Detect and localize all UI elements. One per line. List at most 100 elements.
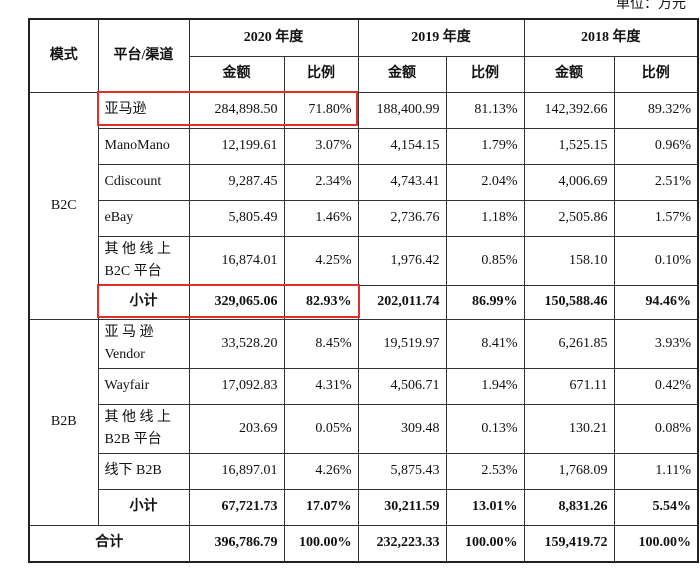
data-row: Cdiscount 9,287.45 2.34% 4,743.41 2.04% 4,006… — [29, 163, 699, 201]
mode-cell: B2C — [28, 91, 99, 320]
amount-cell: 5,805.49 — [188, 199, 285, 237]
ratio-cell: 3.93% — [613, 318, 699, 369]
amount-cell: 188,400.99 — [357, 91, 447, 129]
platform-cell: 亚马逊 — [97, 91, 190, 129]
header-cell: 金额 — [357, 55, 447, 93]
header-cell: 金额 — [188, 55, 285, 93]
platform-cell: 其 他 线 上 B2C 平台 — [97, 235, 190, 286]
highlight-box — [97, 284, 360, 318]
amount-cell: 232,223.33 — [357, 524, 447, 563]
data-row: ManoMano 12,199.61 3.07% 4,154.15 1.79% 1,525… — [29, 127, 699, 165]
ratio-cell: 82.93% — [283, 284, 359, 320]
amount-cell: 2,736.76 — [357, 199, 447, 237]
ratio-cell: 8.45% — [283, 318, 359, 369]
ratio-cell: 2.51% — [613, 163, 699, 201]
ratio-cell: 0.42% — [613, 367, 699, 405]
amount-cell: 203.69 — [188, 403, 285, 454]
header-cell: 比例 — [613, 55, 699, 93]
amount-cell: 4,006.69 — [523, 163, 615, 201]
data-row: 其 他 线 上 B2C 平台 16,874.01 4.25% 1,976.42 0.85… — [29, 235, 699, 286]
ratio-cell: 0.85% — [445, 235, 525, 286]
total-row: 合计 396,786.79 100.00% 232,223.33 100.00% 159,… — [28, 524, 699, 563]
platform-cell: 其 他 线 上 B2B 平台 — [97, 403, 190, 454]
amount-cell: 67,721.73 — [188, 488, 285, 526]
amount-cell: 33,528.20 — [188, 318, 285, 369]
ratio-cell: 1.18% — [445, 199, 525, 237]
amount-cell: 158.10 — [523, 235, 615, 286]
data-row: B2B 亚 马 逊 Vendor 33,528.20 8.45% 19,519.97 8.… — [28, 318, 699, 526]
ratio-cell: 89.32% — [613, 91, 699, 129]
ratio-cell: 5.54% — [613, 488, 699, 526]
amount-cell: 1,976.42 — [357, 235, 447, 286]
subtotal-row: 小计 329,065.06 82.93% 202,011.74 86.99% 150,58… — [29, 284, 699, 320]
ratio-cell: 0.10% — [613, 235, 699, 286]
data-row: Wayfair 17,092.83 4.31% 4,506.71 1.94% 671.11… — [29, 367, 699, 405]
platform-cell: Wayfair — [97, 367, 190, 405]
amount-cell: 8,831.26 — [523, 488, 615, 526]
amount-cell: 16,897.01 — [188, 452, 285, 490]
data-row: eBay 5,805.49 1.46% 2,736.76 1.18% 2,505.86 1.… — [29, 199, 699, 237]
ratio-cell: 13.01% — [445, 488, 525, 526]
subtotal-label: 小计 — [97, 488, 190, 526]
amount-cell: 5,875.43 — [357, 452, 447, 490]
amount-cell: 4,154.15 — [357, 127, 447, 165]
total-label: 合计 — [28, 524, 190, 563]
amount-cell: 1,768.09 — [523, 452, 615, 490]
ratio-cell: 4.25% — [283, 235, 359, 286]
header-row: 模式 平台/渠道 2020 年度 2019 年度 2018 年度 — [28, 18, 699, 93]
revenue-table: 模式 平台/渠道 2020 年度 2019 年度 2018 年度 金额 比例 金额 比例 金额 比例… — [28, 18, 699, 563]
ratio-cell: 2.53% — [445, 452, 525, 490]
ratio-cell: 86.99% — [445, 284, 525, 320]
amount-cell: 17,092.83 — [188, 367, 285, 405]
header-cell: 金额 — [523, 55, 615, 93]
ratio-cell: 100.00% — [445, 524, 525, 563]
amount-cell: 30,211.59 — [357, 488, 447, 526]
header-cell: 2019 年度 — [357, 18, 525, 57]
ratio-cell: 4.26% — [283, 452, 359, 490]
ratio-cell: 2.04% — [445, 163, 525, 201]
ratio-cell: 0.05% — [283, 403, 359, 454]
amount-cell: 2,505.86 — [523, 199, 615, 237]
amount-cell: 142,392.66 — [523, 91, 615, 129]
amount-cell: 1,525.15 — [523, 127, 615, 165]
header-cell: 比例 — [445, 55, 525, 93]
header-cell: 模式 — [28, 18, 99, 93]
platform-cell: ManoMano — [97, 127, 190, 165]
amount-cell: 284,898.50 — [188, 91, 285, 129]
header-cell: 2020 年度 — [188, 18, 359, 57]
ratio-cell: 0.13% — [445, 403, 525, 454]
ratio-cell: 0.08% — [613, 403, 699, 454]
data-row: 线下 B2B 16,897.01 4.26% 5,875.43 2.53% 1,768.0… — [29, 452, 699, 490]
ratio-cell: 3.07% — [283, 127, 359, 165]
amount-cell: 19,519.97 — [357, 318, 447, 369]
header-cell: 2018 年度 — [523, 18, 699, 57]
platform-cell: 线下 B2B — [97, 452, 190, 490]
amount-cell: 4,743.41 — [357, 163, 447, 201]
amount-cell: 9,287.45 — [188, 163, 285, 201]
platform-cell: eBay — [97, 199, 190, 237]
header-cell: 平台/渠道 — [97, 18, 190, 93]
ratio-cell: 1.94% — [445, 367, 525, 405]
ratio-cell: 17.07% — [283, 488, 359, 526]
header-cell: 比例 — [283, 55, 359, 93]
amount-cell: 16,874.01 — [188, 235, 285, 286]
ratio-cell: 100.00% — [613, 524, 699, 563]
ratio-cell: 1.79% — [445, 127, 525, 165]
ratio-cell: 1.46% — [283, 199, 359, 237]
mode-cell: B2B — [28, 318, 99, 526]
amount-cell: 202,011.74 — [357, 284, 447, 320]
ratio-cell: 100.00% — [283, 524, 359, 563]
ratio-cell: 71.80% — [283, 91, 359, 129]
highlight-box — [97, 91, 358, 126]
amount-cell: 159,419.72 — [523, 524, 615, 563]
amount-cell: 671.11 — [523, 367, 615, 405]
ratio-cell: 94.46% — [613, 284, 699, 320]
amount-cell: 309.48 — [357, 403, 447, 454]
unit-note: 单位：万元 — [616, 0, 686, 12]
ratio-cell: 2.34% — [283, 163, 359, 201]
amount-cell: 12,199.61 — [188, 127, 285, 165]
ratio-cell: 4.31% — [283, 367, 359, 405]
amount-cell: 150,588.46 — [523, 284, 615, 320]
ratio-cell: 8.41% — [445, 318, 525, 369]
